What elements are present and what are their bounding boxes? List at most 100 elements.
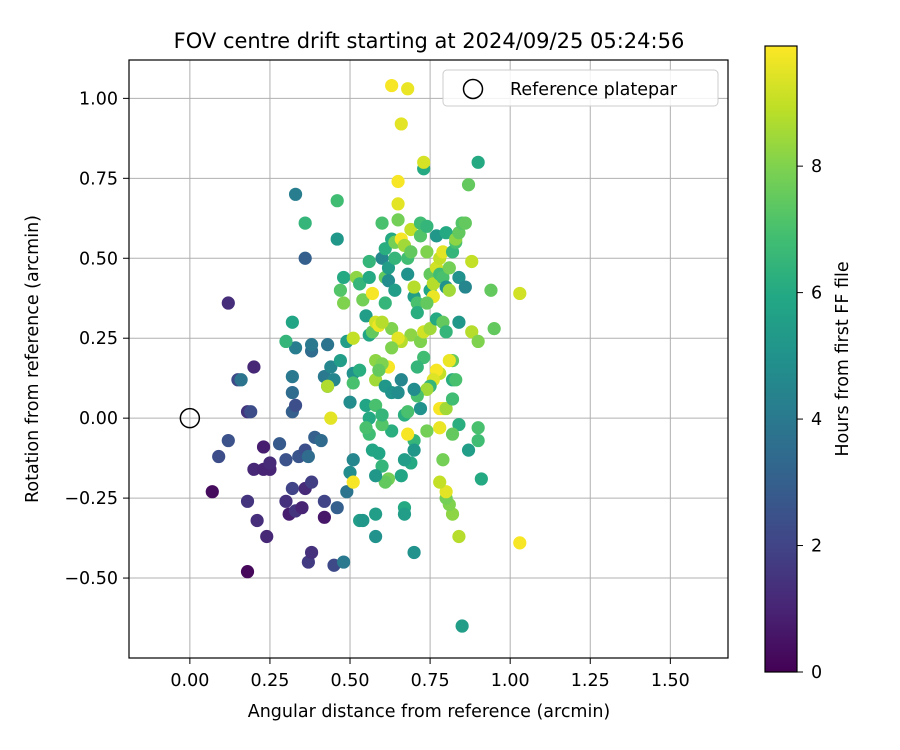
legend-marker-icon bbox=[462, 78, 484, 100]
data-point bbox=[317, 510, 331, 524]
data-point bbox=[385, 322, 399, 336]
data-point bbox=[465, 325, 479, 339]
data-point bbox=[304, 545, 319, 560]
legend-entry-label: Reference platepar bbox=[510, 80, 678, 100]
data-point bbox=[372, 363, 386, 377]
x-tick-label: 1.25 bbox=[571, 671, 610, 691]
data-point bbox=[452, 417, 466, 432]
colorbar-tick-label: 4 bbox=[811, 410, 822, 430]
data-point bbox=[330, 232, 344, 246]
data-point bbox=[474, 472, 488, 486]
data-point bbox=[417, 350, 431, 365]
data-point bbox=[346, 376, 360, 390]
data-point bbox=[353, 277, 367, 291]
colorbar-tick-label: 6 bbox=[811, 284, 822, 304]
data-point bbox=[513, 286, 527, 301]
data-point bbox=[401, 82, 415, 96]
data-point bbox=[397, 453, 412, 467]
plot-area bbox=[128, 59, 729, 659]
data-point bbox=[279, 453, 293, 467]
data-point bbox=[256, 440, 271, 454]
data-point bbox=[404, 222, 418, 237]
data-point bbox=[452, 529, 466, 544]
data-point bbox=[221, 433, 235, 448]
data-point bbox=[301, 449, 315, 464]
data-point bbox=[279, 334, 293, 349]
data-point bbox=[471, 155, 485, 169]
data-point bbox=[385, 424, 399, 438]
data-point bbox=[436, 453, 450, 467]
data-point bbox=[385, 341, 399, 355]
data-point bbox=[381, 274, 396, 288]
data-point bbox=[391, 174, 405, 189]
data-point bbox=[445, 392, 460, 406]
data-point bbox=[417, 155, 431, 169]
data-point bbox=[439, 226, 453, 240]
data-point bbox=[410, 360, 424, 374]
y-tick-label: 0.75 bbox=[79, 169, 118, 189]
colorbar-tick-label: 2 bbox=[811, 537, 822, 557]
data-point bbox=[288, 398, 303, 412]
x-axis-label: Angular distance from reference (arcmin) bbox=[248, 702, 611, 722]
data-point bbox=[375, 417, 389, 432]
data-point bbox=[212, 449, 226, 464]
data-point bbox=[375, 216, 389, 230]
data-point bbox=[298, 251, 312, 265]
colorbar-frame bbox=[764, 45, 798, 673]
data-point bbox=[324, 360, 338, 374]
data-point bbox=[353, 363, 367, 377]
data-point bbox=[381, 261, 396, 275]
data-point bbox=[320, 379, 335, 393]
data-point bbox=[320, 338, 335, 352]
data-point bbox=[461, 443, 476, 457]
legend-box bbox=[442, 69, 719, 107]
data-point bbox=[365, 286, 380, 301]
data-point bbox=[369, 529, 383, 544]
data-point bbox=[407, 545, 421, 560]
data-point bbox=[317, 494, 331, 508]
data-point bbox=[442, 261, 456, 275]
data-point bbox=[442, 353, 456, 368]
data-point bbox=[404, 245, 418, 259]
data-point bbox=[420, 219, 434, 233]
data-point bbox=[250, 513, 264, 528]
data-point bbox=[391, 197, 405, 211]
data-point bbox=[413, 229, 428, 243]
data-point bbox=[471, 433, 485, 448]
data-point bbox=[385, 78, 399, 93]
plot-frame bbox=[128, 59, 729, 659]
y-tick-label: 0.25 bbox=[79, 329, 118, 349]
data-point bbox=[378, 242, 392, 256]
data-point bbox=[260, 529, 274, 544]
data-point bbox=[285, 315, 299, 329]
data-point bbox=[304, 475, 319, 489]
data-point bbox=[295, 501, 309, 515]
data-point bbox=[433, 421, 447, 435]
data-point bbox=[439, 485, 453, 499]
data-point bbox=[484, 283, 498, 297]
data-point bbox=[272, 437, 287, 451]
data-point bbox=[471, 334, 485, 349]
data-point bbox=[436, 245, 450, 259]
data-point bbox=[375, 408, 389, 422]
y-tick-label: 0.50 bbox=[79, 249, 118, 269]
data-point bbox=[391, 385, 405, 400]
data-point bbox=[362, 254, 376, 269]
data-point bbox=[304, 338, 319, 352]
data-point bbox=[263, 456, 277, 470]
x-tick-label: 1.00 bbox=[491, 671, 530, 691]
x-tick-label: 0.00 bbox=[170, 671, 209, 691]
data-point bbox=[407, 382, 421, 396]
data-point bbox=[337, 270, 351, 285]
data-point bbox=[288, 341, 303, 355]
colorbar-tick-label: 8 bbox=[811, 157, 822, 177]
data-point bbox=[394, 117, 408, 131]
y-axis: −0.50 −0.25 0.00 0.25 0.50 0.75 1.00 bbox=[64, 89, 129, 589]
data-point bbox=[346, 475, 360, 489]
data-point bbox=[391, 331, 405, 345]
data-point bbox=[343, 395, 357, 409]
colorbar-gradient bbox=[765, 46, 797, 672]
data-point bbox=[359, 309, 373, 323]
x-gridlines bbox=[189, 60, 671, 658]
